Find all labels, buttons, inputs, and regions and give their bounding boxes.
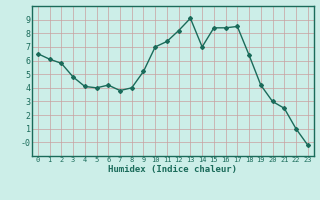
X-axis label: Humidex (Indice chaleur): Humidex (Indice chaleur): [108, 165, 237, 174]
